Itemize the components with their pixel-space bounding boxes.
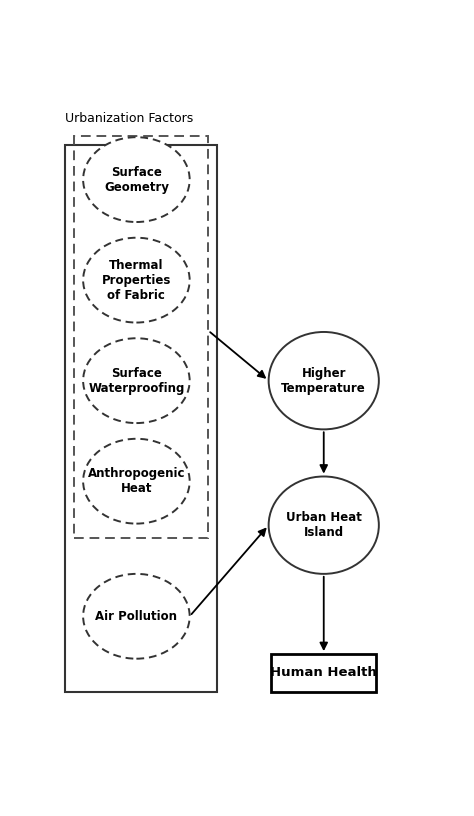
Text: Air Pollution: Air Pollution <box>95 610 177 623</box>
Bar <box>74 135 208 538</box>
Text: Higher
Temperature: Higher Temperature <box>282 366 366 395</box>
Ellipse shape <box>83 237 190 322</box>
Text: Human Health: Human Health <box>270 667 377 680</box>
Text: Surface
Geometry: Surface Geometry <box>104 166 169 193</box>
Ellipse shape <box>83 439 190 524</box>
Ellipse shape <box>269 332 379 429</box>
Bar <box>65 145 217 692</box>
Text: Anthropogenic
Heat: Anthropogenic Heat <box>88 468 185 495</box>
Bar <box>272 654 376 692</box>
Text: Urbanization Factors: Urbanization Factors <box>65 112 193 125</box>
Text: Urban Heat
Island: Urban Heat Island <box>286 511 362 539</box>
Ellipse shape <box>83 137 190 222</box>
Ellipse shape <box>83 339 190 423</box>
Ellipse shape <box>269 477 379 574</box>
Ellipse shape <box>83 574 190 659</box>
Text: Surface
Waterproofing: Surface Waterproofing <box>88 366 184 395</box>
Text: Thermal
Properties
of Fabric: Thermal Properties of Fabric <box>102 259 171 302</box>
